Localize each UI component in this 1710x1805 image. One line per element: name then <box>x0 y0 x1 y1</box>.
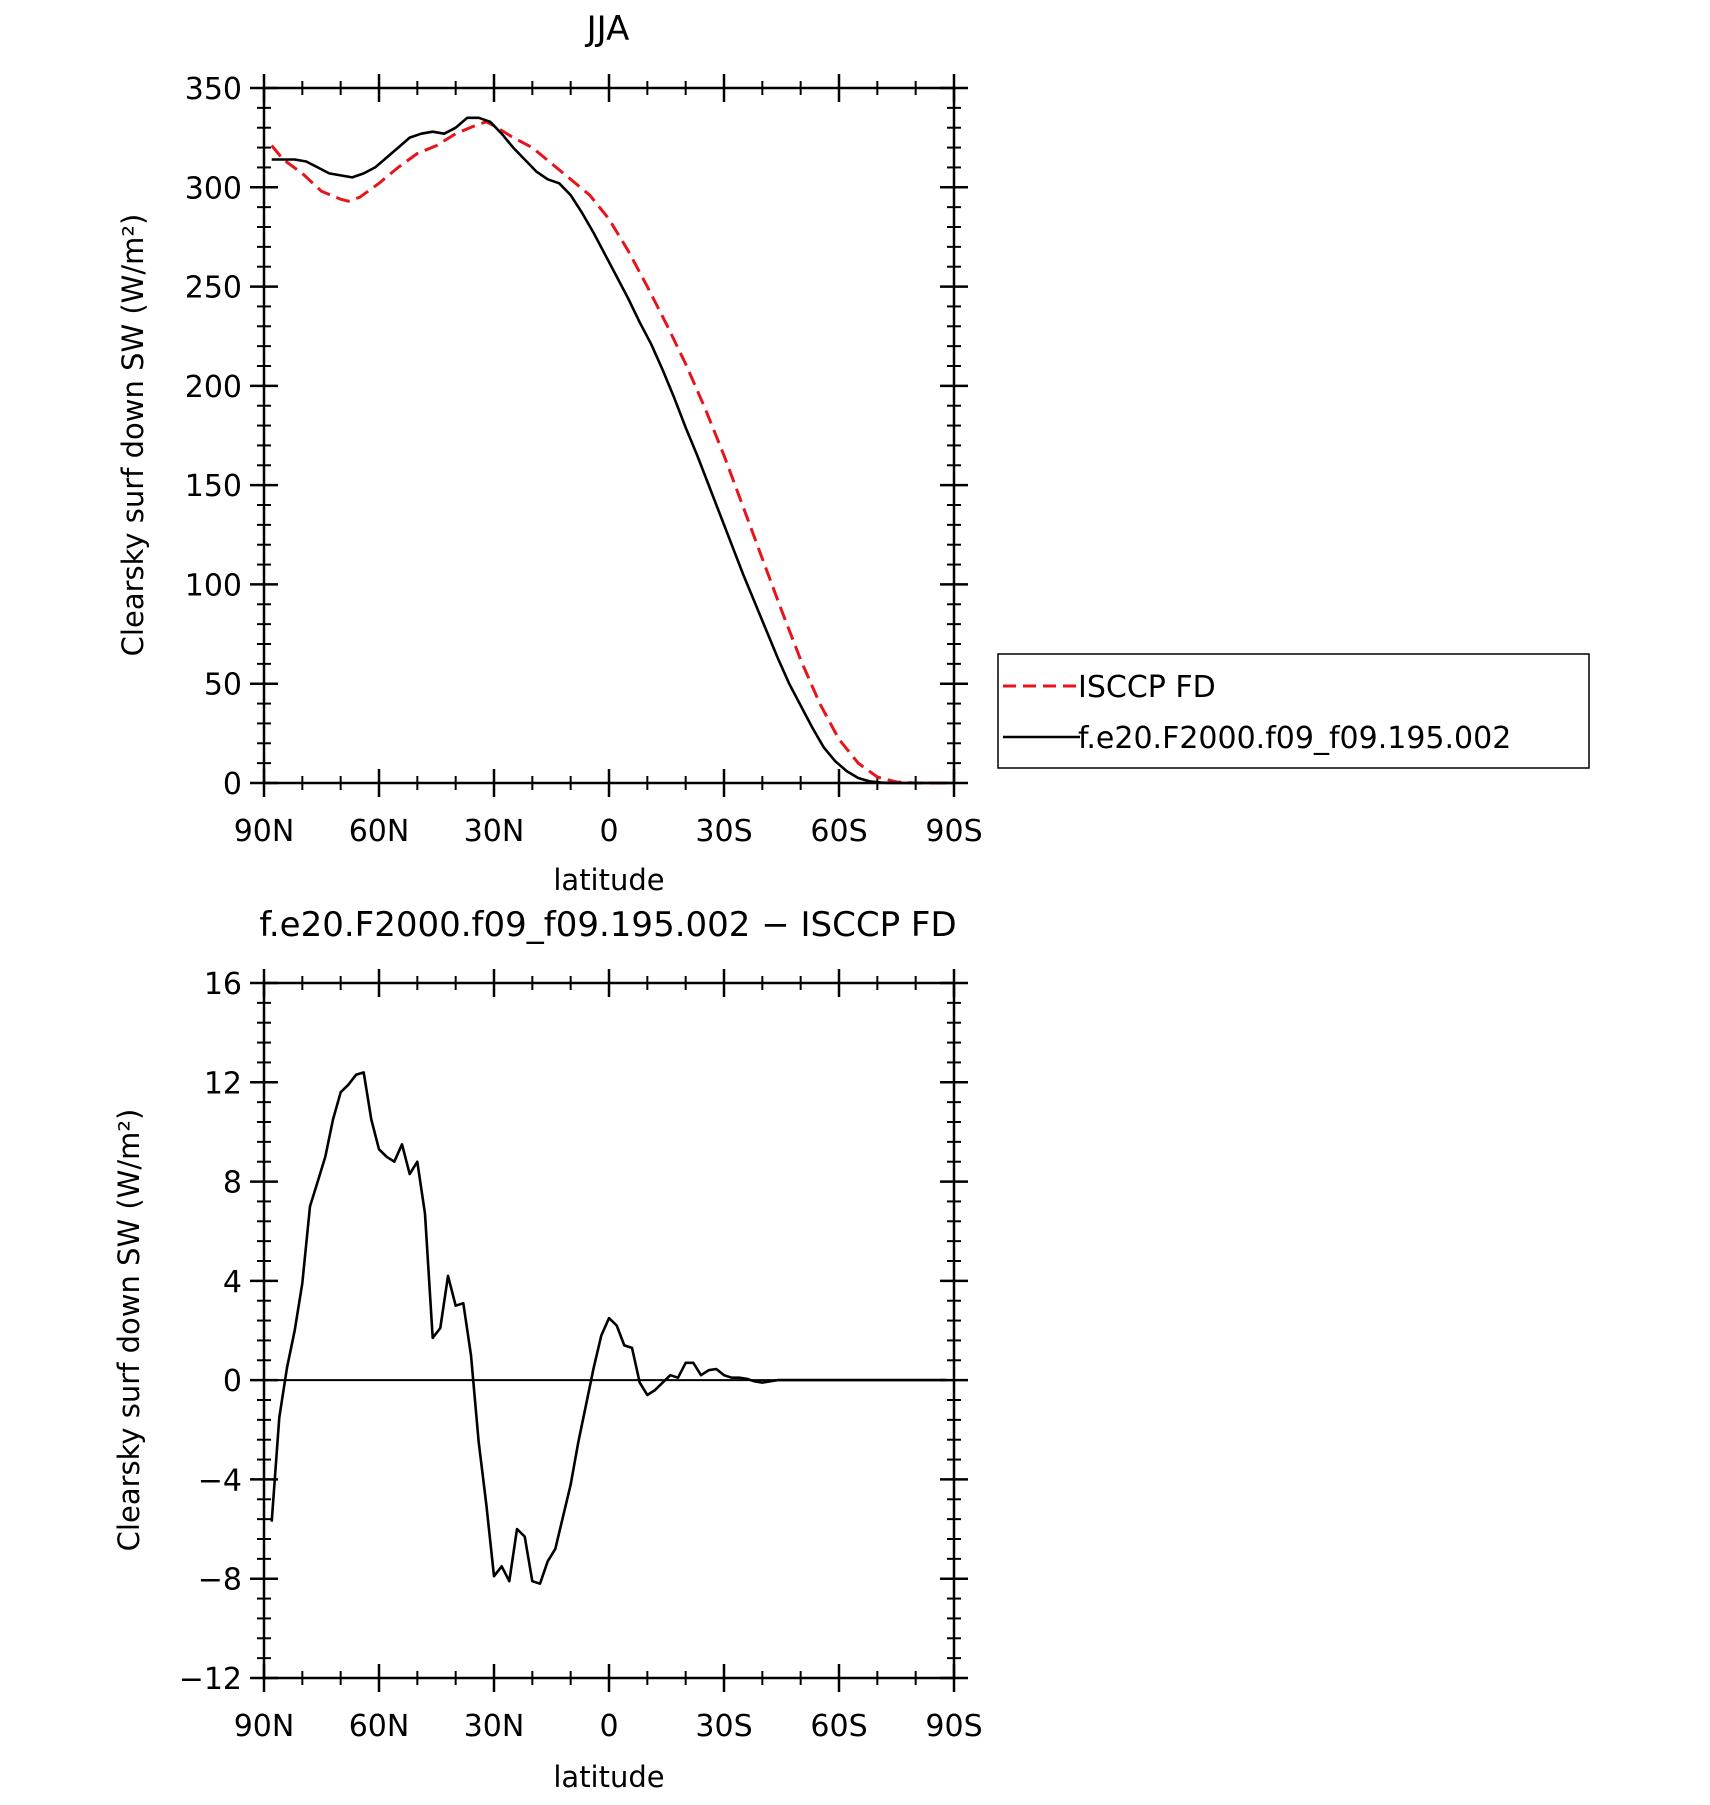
bottom-x-tick-label: 60N <box>349 1709 410 1744</box>
top-x-tick-label: 30N <box>464 814 525 849</box>
top-x-tick-label: 90N <box>234 814 295 849</box>
top-x-tick-labels: 90N 60N 30N 0 30S 60S 90S <box>234 814 983 849</box>
bottom-y-tick-label: 16 <box>204 967 242 1002</box>
top-y-tick-label: 100 <box>185 568 242 603</box>
bottom-x-tick-label: 0 <box>599 1709 618 1744</box>
bottom-y-tick-label: −12 <box>179 1662 242 1697</box>
top-x-tick-label: 30S <box>695 814 752 849</box>
bottom-x-tick-label: 30N <box>464 1709 525 1744</box>
bottom-y-axis-label: Clearsky surf down SW (W/m²) <box>112 1109 146 1552</box>
bottom-x-tick-label: 30S <box>695 1709 752 1744</box>
top-y-tick-label: 50 <box>204 668 242 703</box>
legend-label-isccp: ISCCP FD <box>1078 670 1216 705</box>
bottom-y-tick-label: 8 <box>223 1166 242 1201</box>
top-series-group <box>270 116 947 785</box>
top-y-tick-label: 200 <box>185 370 242 405</box>
bottom-y-tick-label: 12 <box>204 1066 242 1101</box>
panel-top: JJA 0 50 100 150 200 250 300 350 90N 60N 30N 0 30S 6… <box>116 9 1590 897</box>
top-series-line-1 <box>270 120 947 785</box>
bottom-x-tick-label: 60S <box>810 1709 867 1744</box>
legend-label-model: f.e20.F2000.f09_f09.195.002 <box>1078 721 1511 756</box>
panel-bottom: f.e20.F2000.f09_f09.195.002 − ISCCP FD −… <box>112 905 983 1794</box>
bottom-y-tick-label: −8 <box>198 1563 242 1598</box>
bottom-series-group <box>270 1071 947 1585</box>
top-ticks <box>250 74 968 797</box>
bottom-x-axis-label: latitude <box>553 1760 664 1794</box>
top-y-tick-label: 350 <box>185 72 242 107</box>
top-plot-frame <box>262 86 956 785</box>
top-y-tick-label: 300 <box>185 171 242 206</box>
bottom-x-tick-labels: 90N 60N 30N 0 30S 60S 90S <box>234 1709 983 1744</box>
top-y-tick-label: 0 <box>223 767 242 802</box>
top-chart-title: JJA <box>585 9 630 49</box>
top-y-tick-label: 150 <box>185 469 242 504</box>
bottom-chart-title: f.e20.F2000.f09_f09.195.002 − ISCCP FD <box>259 905 956 945</box>
bottom-y-tick-labels: −12 −8 −4 0 4 8 12 16 <box>179 967 242 1697</box>
top-y-tick-labels: 0 50 100 150 200 250 300 350 <box>185 72 242 802</box>
bottom-plot-frame <box>262 981 956 1680</box>
bottom-ticks <box>250 969 968 1692</box>
legend-box <box>997 653 1590 769</box>
top-x-tick-label: 60N <box>349 814 410 849</box>
legend: ISCCP FD f.e20.F2000.f09_f09.195.002 <box>997 653 1590 769</box>
top-x-axis-label: latitude <box>553 863 664 897</box>
top-y-tick-label: 250 <box>185 271 242 306</box>
top-y-axis-label: Clearsky surf down SW (W/m²) <box>116 214 150 657</box>
top-x-tick-label: 0 <box>599 814 618 849</box>
top-series-line-2 <box>271 116 947 785</box>
bottom-y-tick-label: −4 <box>198 1463 242 1498</box>
top-x-tick-label: 60S <box>810 814 867 849</box>
bottom-x-tick-label: 90N <box>234 1709 295 1744</box>
bottom-y-tick-label: 0 <box>223 1364 242 1399</box>
top-x-tick-label: 90S <box>925 814 982 849</box>
bottom-series-line-1 <box>270 1071 947 1585</box>
bottom-y-tick-label: 4 <box>223 1265 242 1300</box>
bottom-x-tick-label: 90S <box>925 1709 982 1744</box>
